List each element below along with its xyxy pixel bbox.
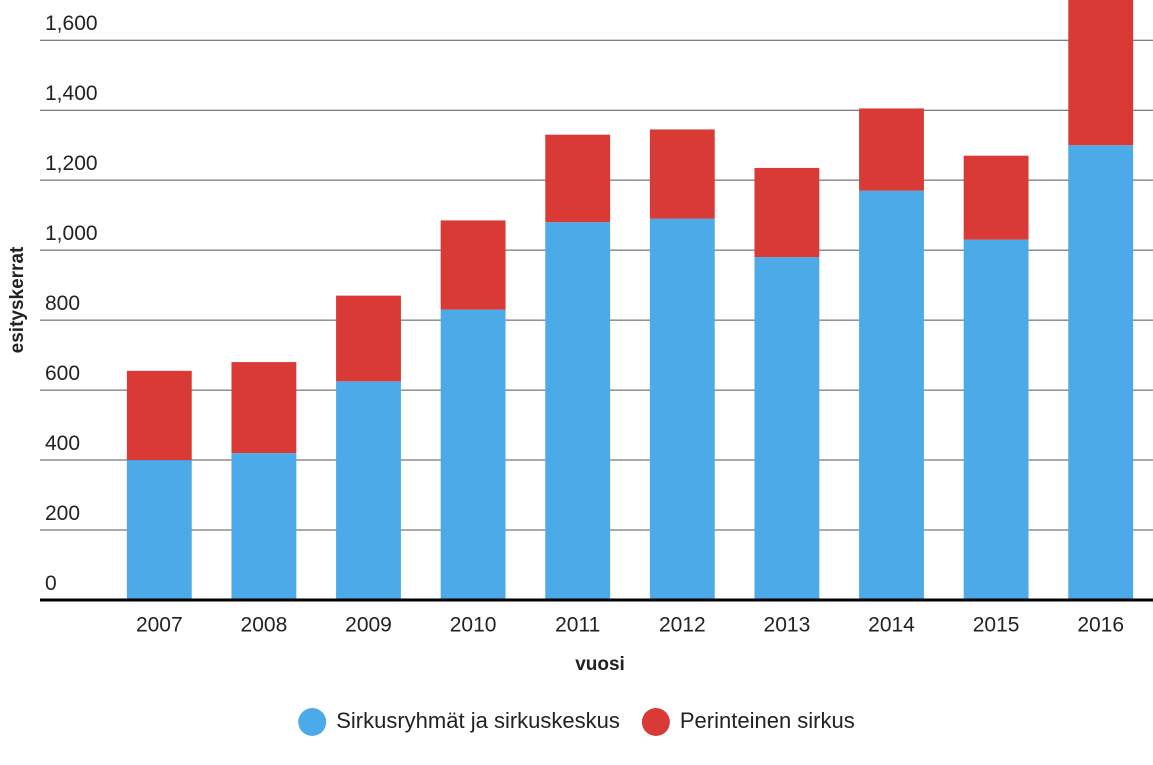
bar-segment [126,460,192,600]
bar-segment [963,239,1029,600]
bar-segment [1068,145,1134,600]
y-tick-label: 1,400 [45,82,98,105]
x-tick-label: 2016 [1077,614,1124,637]
x-tick-label: 2013 [764,614,811,637]
bar-segment [754,167,820,258]
bar-segment [545,222,611,600]
y-tick-label: 1,200 [45,152,98,175]
bar-segment [859,190,924,601]
y-tick-label: 200 [45,502,80,525]
x-axis-label: vuosi [575,654,625,675]
legend-marker [298,708,327,736]
x-tick-label: 2015 [973,614,1020,637]
x-tick-label: 2007 [136,614,183,637]
bar-segment [231,362,297,454]
y-tick-label: 1,000 [45,222,98,245]
bar-segment [545,134,611,223]
bar-segment [231,453,297,600]
bar-segment [649,129,715,219]
x-tick-label: 2012 [659,614,706,637]
bar-segment [754,257,820,600]
bar-segment [336,295,401,382]
y-tick-label: 1,600 [45,12,98,35]
bar-segment [649,218,715,601]
legend-marker [641,708,670,736]
bar-segment [440,220,506,310]
x-tick-label: 2010 [450,614,497,637]
x-tick-label: 2014 [868,614,915,637]
x-tick-label: 2009 [345,614,392,637]
y-tick-label: 800 [45,292,80,315]
legend-label: Perinteinen sirkus [680,708,855,733]
x-tick-label: 2008 [241,614,288,637]
bar-segment [440,309,506,600]
bar-segment [963,155,1029,240]
y-tick-label: 400 [45,432,80,455]
legend-label: Sirkusryhmät ja sirkuskeskus [336,708,620,733]
bar-segment [126,370,192,461]
x-tick-label: 2011 [555,614,600,637]
bar-segment [336,381,401,600]
bar-segment [1068,0,1134,146]
bar-segment [859,108,924,191]
y-axis-label: esityskerrat [7,246,28,353]
y-tick-label: 600 [45,362,80,385]
y-tick-label: 0 [45,572,57,595]
